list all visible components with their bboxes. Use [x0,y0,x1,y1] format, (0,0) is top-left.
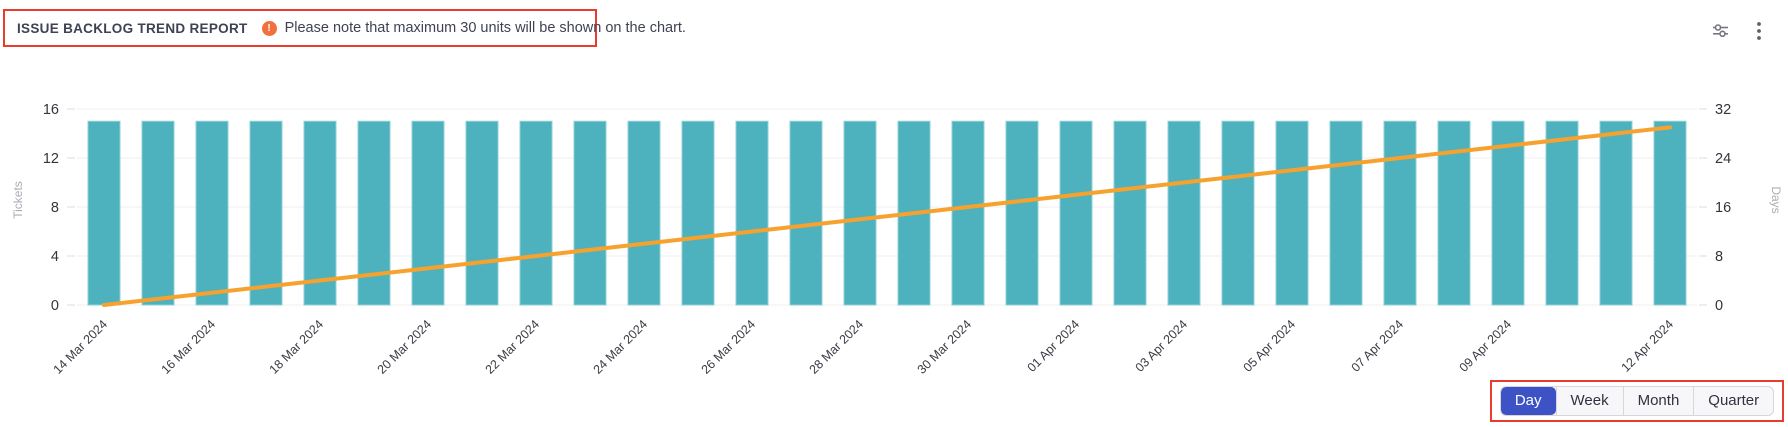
bar-tickets[interactable] [1221,120,1255,306]
bar-tickets[interactable] [1113,120,1147,306]
x-axis-date-label: 18 Mar 2024 [267,317,327,377]
bar-tickets[interactable] [303,120,337,306]
x-axis-date-label: 26 Mar 2024 [699,317,759,377]
bar-tickets[interactable] [87,120,121,306]
bar-tickets[interactable] [1653,120,1687,306]
bar-tickets[interactable] [465,120,499,306]
x-axis-date-label: 24 Mar 2024 [591,317,651,377]
x-axis-date-label: 16 Mar 2024 [159,317,219,377]
warning-icon: ! [261,20,277,36]
x-axis-date-label: 14 Mar 2024 [51,317,111,377]
left-axis-tick-label: 8 [51,200,59,216]
bar-tickets[interactable] [1491,120,1525,306]
kebab-menu-icon[interactable] [1748,20,1770,42]
chart-toolbar [1710,20,1770,42]
right-axis-tick-label: 32 [1715,102,1731,118]
bar-tickets[interactable] [195,120,229,306]
right-axis-title: Days [1769,186,1783,213]
bar-tickets[interactable] [789,120,823,306]
bar-tickets[interactable] [1275,120,1309,306]
bar-tickets[interactable] [951,120,985,306]
x-axis-date-label: 12 Apr 2024 [1619,317,1677,375]
left-axis-tick-label: 0 [51,298,59,314]
bar-tickets[interactable] [1059,120,1093,306]
right-axis-tick-label: 0 [1715,298,1723,314]
x-axis-date-label: 01 Apr 2024 [1025,317,1083,375]
right-axis-tick-label: 24 [1715,151,1731,167]
left-axis-tick-label: 16 [43,102,59,118]
bar-tickets[interactable] [681,120,715,306]
x-axis-date-label: 30 Mar 2024 [915,317,975,377]
bar-tickets[interactable] [1005,120,1039,306]
page-title: ISSUE BACKLOG TREND REPORT [17,20,248,36]
bar-tickets[interactable] [141,120,175,306]
bar-tickets[interactable] [573,120,607,306]
period-month-button[interactable]: Month [1622,387,1694,415]
x-axis-date-label: 28 Mar 2024 [807,317,867,377]
bar-tickets[interactable] [249,120,283,306]
right-axis-tick-label: 8 [1715,249,1723,265]
x-axis-date-label: 07 Apr 2024 [1349,317,1407,375]
period-switcher: Day Week Month Quarter [1499,386,1775,416]
bar-tickets[interactable] [843,120,877,306]
bar-tickets[interactable] [1383,120,1417,306]
period-quarter-button[interactable]: Quarter [1693,387,1773,415]
bar-tickets[interactable] [1167,120,1201,306]
x-axis-date-label: 03 Apr 2024 [1133,317,1191,375]
bar-tickets[interactable] [1545,120,1579,306]
x-axis-date-label: 09 Apr 2024 [1457,317,1515,375]
left-axis-tick-label: 4 [51,249,59,265]
bar-tickets[interactable] [735,120,769,306]
x-axis-date-label: 22 Mar 2024 [483,317,543,377]
max-units-note: Please note that maximum 30 units will b… [284,20,686,36]
left-axis-title: Tickets [11,181,25,219]
annotation-rect-period-switcher: Day Week Month Quarter [1490,380,1784,422]
right-axis-tick-label: 16 [1715,200,1731,216]
bar-tickets[interactable] [1599,120,1633,306]
left-axis-tick-label: 12 [43,151,59,167]
annotation-rect-header: ISSUE BACKLOG TREND REPORT ! Please note… [3,9,686,47]
x-axis-date-label: 20 Mar 2024 [375,317,435,377]
bar-tickets[interactable] [627,120,661,306]
bar-tickets[interactable] [519,120,553,306]
bar-tickets[interactable] [1329,120,1363,306]
bar-tickets[interactable] [411,120,445,306]
period-week-button[interactable]: Week [1555,387,1623,415]
x-axis-date-label: 05 Apr 2024 [1241,317,1299,375]
filter-sliders-icon[interactable] [1710,20,1732,42]
line-days[interactable] [102,125,1672,307]
period-day-button[interactable]: Day [1500,387,1556,415]
